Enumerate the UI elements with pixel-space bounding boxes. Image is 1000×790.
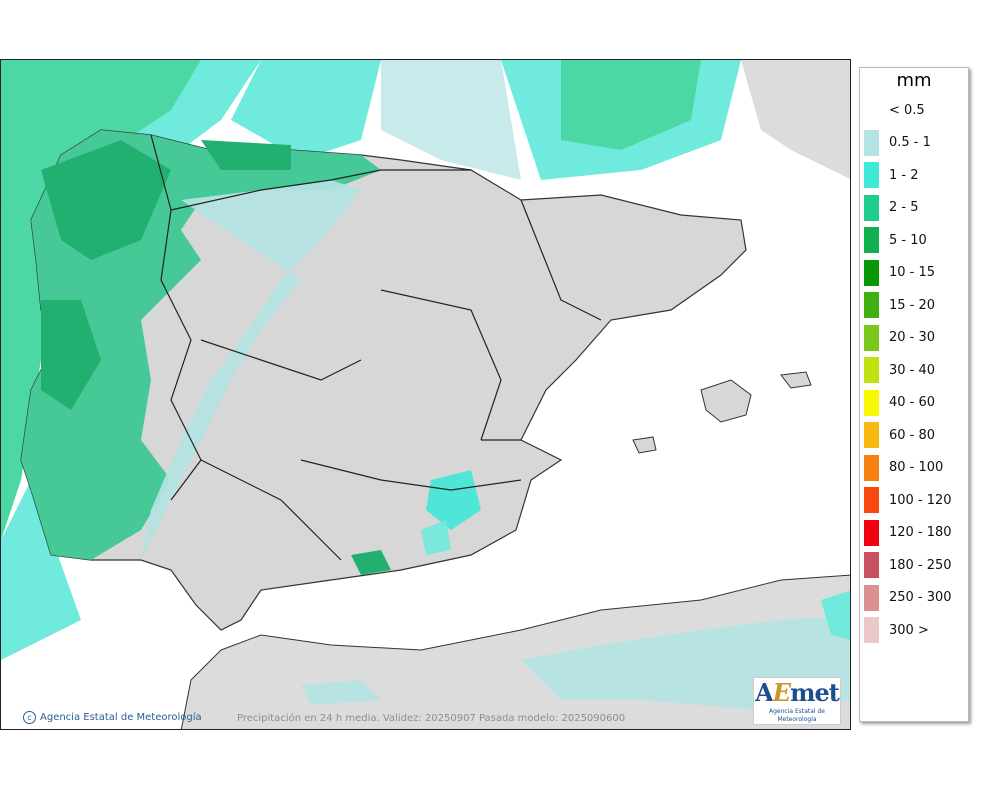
credit: c Agencia Estatal de Meteorología (23, 711, 202, 724)
legend-swatch (864, 324, 879, 351)
logo-e: E (772, 678, 791, 707)
legend-item: 2 - 5 (864, 194, 919, 221)
legend-label: 60 - 80 (889, 427, 936, 443)
precip-algeria (821, 590, 850, 640)
legend-label: 5 - 10 (889, 232, 927, 248)
legend-item: 80 - 100 (864, 454, 944, 481)
logo-a: A (755, 678, 774, 707)
legend-swatch (864, 552, 879, 578)
legend-swatch (864, 454, 879, 481)
precip-atlantic-south (1, 480, 81, 660)
precip-southeast (426, 470, 481, 530)
legend-label: 120 - 180 (889, 525, 952, 540)
legend-item: 300 > (864, 617, 929, 643)
legend-label: 20 - 30 (889, 330, 936, 345)
legend-item: 0.5 - 1 (864, 129, 931, 156)
legend-swatch (864, 357, 879, 383)
precip-sierra-nevada (351, 550, 391, 575)
legend-label: 80 - 100 (889, 460, 944, 475)
legend-item: < 0.5 (864, 97, 925, 123)
precip-galicia (41, 140, 171, 260)
legend-label: < 0.5 (889, 102, 925, 118)
legend-label: 250 - 300 (889, 590, 952, 605)
legend-swatch (864, 389, 879, 416)
legend-label: 10 - 15 (889, 265, 936, 280)
land-iberia (20, 129, 747, 631)
legend-label: 0.5 - 1 (889, 135, 931, 150)
aemet-logo: AEmet Agencia Estatal de Meteorología (753, 677, 841, 725)
legend-item: 60 - 80 (864, 422, 935, 448)
land-ibiza (632, 436, 657, 454)
logo-subtitle: Agencia Estatal de Meteorología (768, 708, 825, 723)
legend-label: 180 - 250 (889, 557, 952, 573)
precip-cantabria (201, 140, 291, 170)
legend-item: 20 - 30 (864, 324, 936, 351)
legend-item: 30 - 40 (864, 357, 935, 383)
legend-label: 2 - 5 (889, 200, 919, 215)
legend-label: 1 - 2 (889, 167, 919, 183)
legend-label: 30 - 40 (889, 362, 936, 378)
precip-france-core (561, 60, 701, 150)
legend-unit: mm (896, 70, 932, 91)
region-borders (150, 134, 602, 561)
legend-item: 250 - 300 (864, 584, 952, 611)
copyright-icon: c (23, 711, 36, 724)
precip-portugal (41, 300, 101, 410)
legend-swatch (864, 584, 879, 611)
legend-item: 10 - 15 (864, 259, 936, 286)
precip-biscay (231, 60, 381, 160)
precip-murcia (421, 520, 451, 555)
legend-label: 100 - 120 (889, 492, 952, 508)
legend-swatch (864, 162, 879, 188)
precip-biscay-light (381, 60, 521, 180)
logo-brand: AEmet (754, 678, 840, 708)
legend-swatch (864, 97, 879, 123)
legend-swatch (864, 227, 879, 253)
map-canvas (1, 60, 850, 729)
legend-item: 100 - 120 (864, 487, 952, 513)
legend-swatch (864, 129, 879, 156)
logo-rest: met (790, 678, 840, 707)
legend-swatch (864, 617, 879, 643)
legend-item: 1 - 2 (864, 162, 919, 188)
legend-item: 5 - 10 (864, 227, 927, 253)
legend-item: 15 - 20 (864, 292, 935, 318)
land-menorca (780, 371, 812, 389)
legend-item: 180 - 250 (864, 552, 952, 578)
land-mallorca (700, 379, 752, 423)
legend-swatch (864, 519, 879, 546)
legend-label: 300 > (889, 622, 929, 638)
legend-swatch (864, 259, 879, 286)
map-caption: Precipitación en 24 h media. Validez: 20… (237, 713, 626, 724)
land-france (741, 60, 850, 180)
legend-swatch (864, 292, 879, 318)
legend-swatch (864, 422, 879, 448)
legend: mm < 0.5 0.5 - 1 1 - 2 2 - 5 5 - 10 10 - 15 15… (859, 67, 969, 722)
precipitation-map: c Agencia Estatal de Meteorología Precip… (0, 59, 851, 730)
legend-item: 40 - 60 (864, 389, 936, 416)
legend-swatch (864, 194, 879, 221)
legend-label: 40 - 60 (889, 395, 936, 410)
legend-swatch (864, 487, 879, 513)
precip-alboran (301, 680, 381, 705)
legend-item: 120 - 180 (864, 519, 952, 546)
credit-text: Agencia Estatal de Meteorología (40, 712, 202, 723)
legend-label: 15 - 20 (889, 297, 936, 313)
